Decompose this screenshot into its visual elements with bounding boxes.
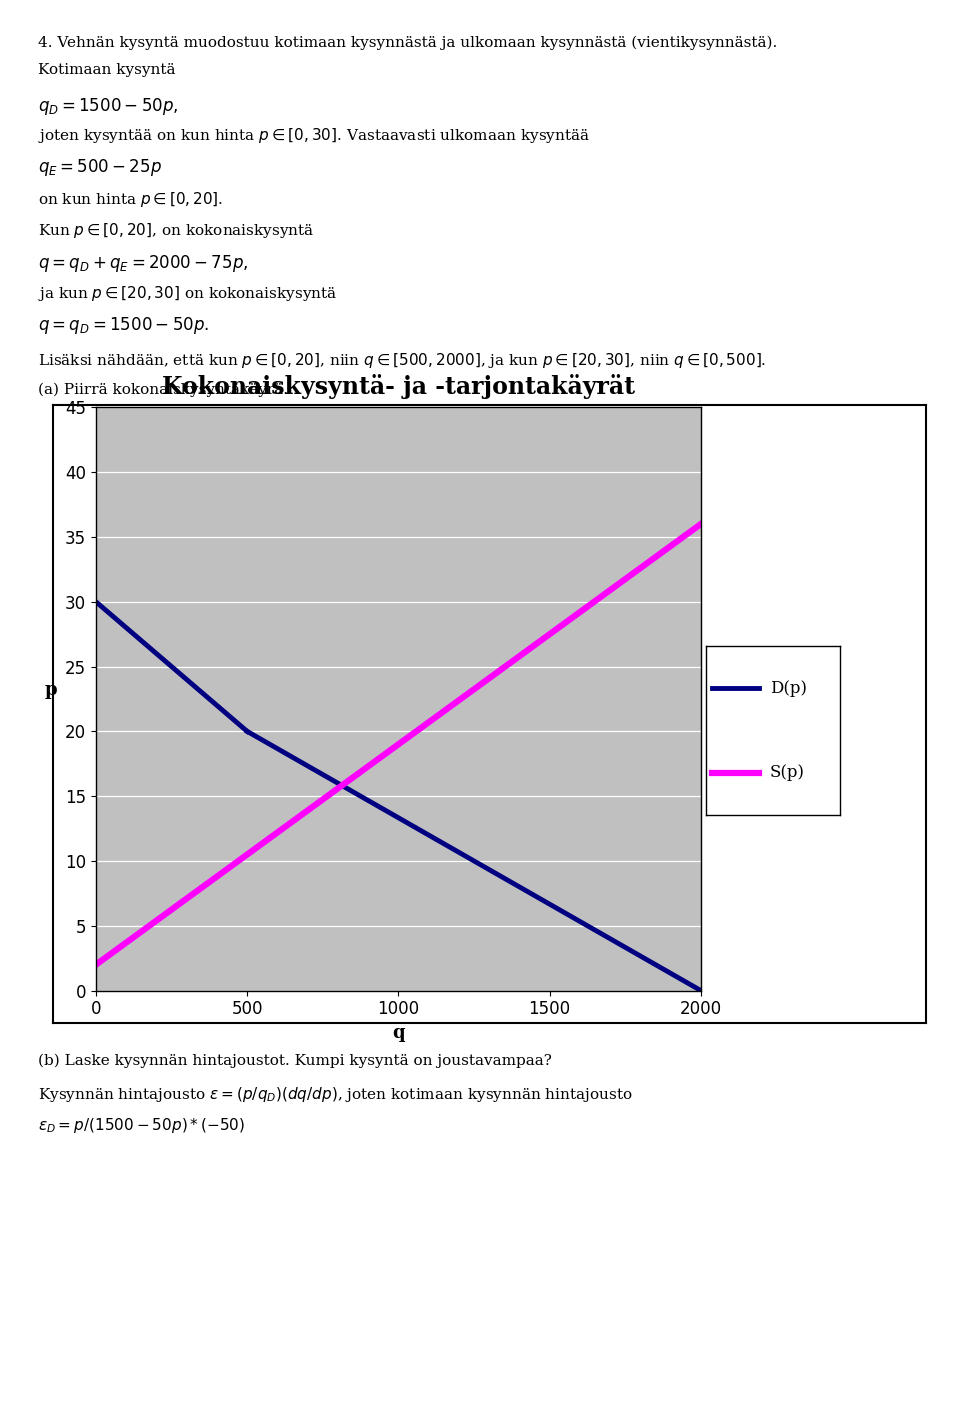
Y-axis label: p: p	[45, 681, 58, 698]
Text: S(p): S(p)	[770, 764, 805, 781]
Text: (b) Laske kysynnän hintajoustot. Kumpi kysyntä on joustavampaa?: (b) Laske kysynnän hintajoustot. Kumpi k…	[38, 1054, 552, 1068]
Title: Kokonaiskysyntä- ja -tarjontakäyrät: Kokonaiskysyntä- ja -tarjontakäyrät	[162, 374, 635, 399]
Text: $q_E = 500 - 25p$: $q_E = 500 - 25p$	[38, 157, 162, 178]
Text: Kun $p \in [0, 20]$, on kokonaiskysyntä: Kun $p \in [0, 20]$, on kokonaiskysyntä	[38, 221, 315, 240]
Text: Kotimaan kysyntä: Kotimaan kysyntä	[38, 63, 176, 77]
Text: $q = q_D + q_E = 2000 - 75p,$: $q = q_D + q_E = 2000 - 75p,$	[38, 253, 249, 274]
Text: 4. Vehnän kysyntä muodostuu kotimaan kysynnästä ja ulkomaan kysynnästä (vientiky: 4. Vehnän kysyntä muodostuu kotimaan kys…	[38, 35, 778, 49]
Text: joten kysyntää on kun hinta $p \in [0, 30]$. Vastaavasti ulkomaan kysyntää: joten kysyntää on kun hinta $p \in [0, 3…	[38, 126, 590, 146]
X-axis label: q: q	[392, 1024, 405, 1041]
Text: D(p): D(p)	[770, 680, 807, 697]
Text: $q = q_D = 1500 - 50p.$: $q = q_D = 1500 - 50p.$	[38, 315, 209, 336]
Text: $\varepsilon_D = p / (1500 - 50p) * (-50)$: $\varepsilon_D = p / (1500 - 50p) * (-50…	[38, 1116, 246, 1135]
Text: Kysynnän hintajousto $\varepsilon = (p/q_D)(dq/dp)$, joten kotimaan kysynnän hin: Kysynnän hintajousto $\varepsilon = (p/q…	[38, 1085, 634, 1104]
Text: (a) Piirrä kokonaiskysyntäkäyrä.: (a) Piirrä kokonaiskysyntäkäyrä.	[38, 382, 288, 396]
Text: $q_D = 1500-50p,$: $q_D = 1500-50p,$	[38, 96, 179, 117]
Text: on kun hinta $p \in [0, 20]$.: on kun hinta $p \in [0, 20]$.	[38, 190, 224, 209]
Text: ja kun $p \in [20, 30]$ on kokonaiskysyntä: ja kun $p \in [20, 30]$ on kokonaiskysyn…	[38, 284, 338, 303]
Text: Lisäksi nähdään, että kun $p \in [0, 20]$, niin $q \in [500, 2000]$, ja kun $p \: Lisäksi nähdään, että kun $p \in [0, 20]…	[38, 351, 767, 371]
